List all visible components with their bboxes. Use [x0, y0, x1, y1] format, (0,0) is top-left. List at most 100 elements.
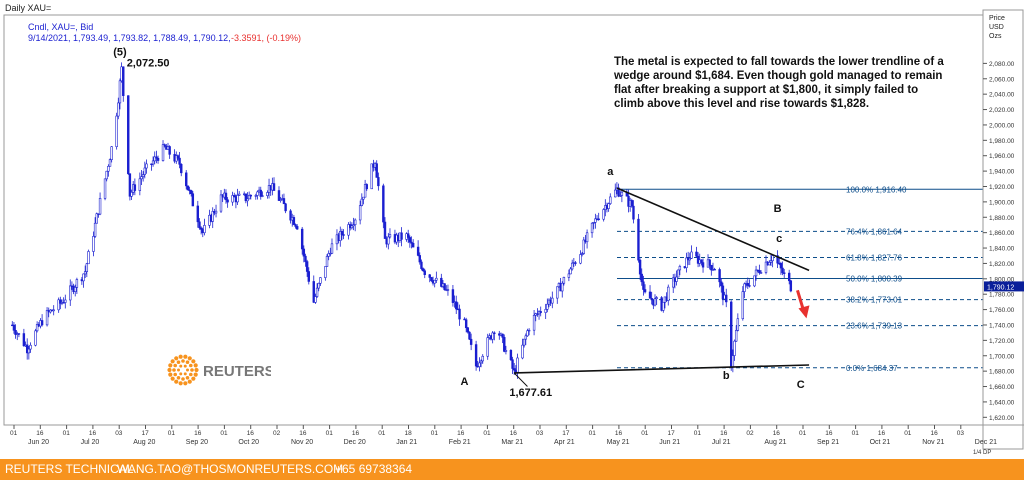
candle-body	[279, 199, 282, 201]
candle-body	[725, 294, 728, 303]
candle-body	[115, 115, 118, 147]
logo-dot	[174, 356, 179, 361]
x-month-label: May 21	[607, 439, 630, 446]
candle-body	[594, 218, 597, 223]
fib-label: 100.0% 1,916.40	[846, 185, 907, 194]
candle-body	[648, 291, 652, 299]
y-tick-label: 1,660.00	[989, 384, 1015, 391]
candle-body	[330, 243, 334, 254]
candle-body	[143, 167, 147, 175]
candle-body	[219, 194, 223, 212]
candle-body	[779, 263, 783, 269]
candle-body	[35, 324, 39, 332]
candle-body	[561, 282, 564, 292]
candle-body	[746, 283, 749, 286]
candle-body	[231, 195, 234, 203]
candle-body	[748, 285, 751, 287]
candle-body	[329, 252, 332, 255]
candle-body	[168, 146, 171, 155]
candle-body	[224, 192, 228, 201]
candle-body	[609, 196, 612, 204]
x-tick-label: 16	[720, 430, 728, 437]
candle-body	[400, 232, 403, 240]
wave-label: 2,072.50	[127, 57, 170, 69]
candle-body	[420, 261, 423, 269]
x-tick-label: 16	[878, 430, 886, 437]
x-month-label: Dec 20	[344, 439, 366, 446]
candle-body	[614, 189, 617, 198]
down-arrow	[796, 289, 805, 311]
candle-body	[504, 350, 508, 352]
reuters-logo-icon: REUTERS	[167, 354, 275, 386]
logo-dot	[168, 363, 173, 368]
candle-body	[266, 192, 269, 196]
candle-body	[249, 194, 253, 197]
y-tick-label: 1,940.00	[989, 169, 1015, 176]
candle-body	[105, 170, 108, 180]
candle-body	[140, 176, 143, 180]
candle-body	[433, 279, 436, 284]
x-tick-label: 01	[641, 430, 649, 437]
logo-dot	[167, 367, 172, 373]
candle-body	[637, 218, 640, 261]
y-tick-label: 1,680.00	[989, 369, 1015, 376]
x-month-label: Apr 21	[554, 439, 575, 446]
candle-body	[620, 191, 624, 196]
candle-body	[353, 219, 357, 225]
candle-body	[481, 355, 484, 362]
candle-body	[753, 275, 756, 287]
x-month-label: Feb 21	[449, 439, 471, 446]
logo-dot	[179, 364, 183, 368]
fib-label: 61.8% 1,827.76	[846, 253, 903, 262]
candle-body	[339, 231, 342, 242]
price-chart[interactable]: 100.0% 1,916.40 76.4% 1,861.64 61.8% 1,827…	[0, 0, 1024, 459]
y-tick-label: 1,980.00	[989, 138, 1015, 145]
candle-body	[156, 157, 160, 161]
candle-body	[350, 225, 354, 229]
x-tick-label: 16	[194, 430, 202, 437]
candle-body	[700, 259, 703, 263]
x-tick-label: 01	[326, 430, 334, 437]
x-tick-label: 01	[431, 430, 439, 437]
fib-label: 76.4% 1,861.64	[846, 227, 903, 236]
logo-text: REUTERS	[203, 363, 271, 380]
x-month-label: Oct 20	[238, 439, 259, 446]
y-tick-label: 2,060.00	[989, 76, 1015, 83]
candle-body	[57, 299, 60, 311]
candle-body	[211, 211, 214, 222]
candle-body	[358, 205, 362, 221]
y-tick-label: 1,780.00	[989, 292, 1015, 299]
candle-body	[464, 319, 468, 329]
candle-body	[247, 194, 251, 200]
candle-body	[769, 260, 773, 263]
logo-dot	[177, 368, 180, 372]
candle-body	[469, 338, 473, 345]
candle-body	[579, 254, 582, 264]
candle-body	[524, 335, 528, 340]
x-tick-label: 01	[483, 430, 491, 437]
candle-body	[383, 221, 387, 239]
x-tick-label: 16	[510, 430, 518, 437]
y-tick-label: 1,700.00	[989, 353, 1015, 360]
candle-body	[478, 362, 481, 368]
x-tick-label: 17	[562, 430, 570, 437]
candle-body	[161, 144, 165, 161]
candle-body	[370, 163, 373, 190]
reuters-logo: REUTERS	[165, 350, 275, 390]
candle-body	[153, 156, 156, 162]
candle-body	[246, 198, 249, 202]
x-month-label: Nov 20	[291, 439, 313, 446]
candle-body	[363, 184, 367, 198]
candle-body	[233, 195, 236, 198]
x-tick-label: 17	[142, 430, 150, 437]
candle-body	[789, 280, 793, 292]
logo-dot	[178, 354, 183, 359]
logo-dot	[191, 376, 196, 381]
candle-body	[567, 273, 571, 278]
candle-body	[423, 270, 426, 276]
footer-left: REUTERS TECHNICAL	[5, 462, 134, 476]
candle-body	[630, 200, 634, 207]
candle-body	[324, 266, 327, 278]
candle-body	[491, 332, 494, 340]
x-month-label: Nov 21	[922, 439, 944, 446]
